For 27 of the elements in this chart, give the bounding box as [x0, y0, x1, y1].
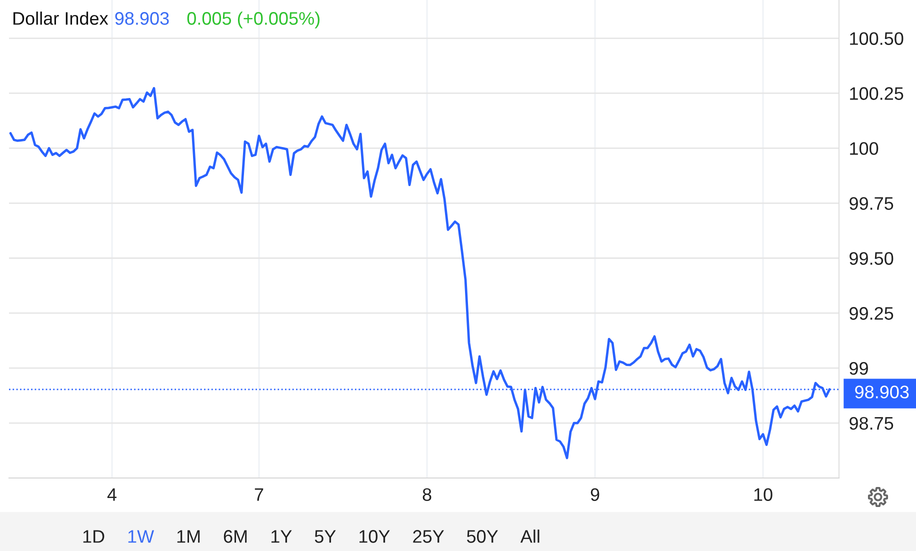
y-tick-label: 99.25 [850, 307, 894, 320]
x-tick-label: 10 [754, 488, 772, 501]
y-tick-label: 99.50 [850, 252, 894, 265]
x-tick-label: 4 [107, 488, 116, 501]
text: Dollar Index [13, 12, 108, 25]
text: 1W [128, 530, 154, 543]
y-tick-label: 100.25 [850, 87, 904, 100]
text: 5Y [314, 530, 336, 543]
x-tick-label: 9 [590, 488, 600, 501]
text: 50Y [466, 530, 498, 543]
x-tick-label: 8 [422, 488, 432, 501]
text: 1D [83, 530, 104, 543]
y-tick-label: 99 [850, 362, 868, 375]
x-tick-label: 7 [254, 488, 264, 501]
y-tick-label: 98.75 [850, 416, 894, 430]
text: 1Y [272, 530, 292, 543]
y-tick-label: 99.75 [850, 197, 894, 210]
ref-line-label: 98.903 [855, 386, 909, 398]
y-tick-label: 100 [850, 142, 878, 155]
text: 6M [224, 530, 247, 543]
annotation: 98.903 [115, 12, 169, 25]
y-tick-label: 100.50 [850, 32, 904, 45]
annotation: 0.005 (+0.005%) [187, 12, 320, 28]
text: 1M [177, 530, 200, 543]
text: 25Y [413, 530, 444, 543]
text: All [520, 530, 540, 543]
text: 10Y [360, 530, 390, 543]
